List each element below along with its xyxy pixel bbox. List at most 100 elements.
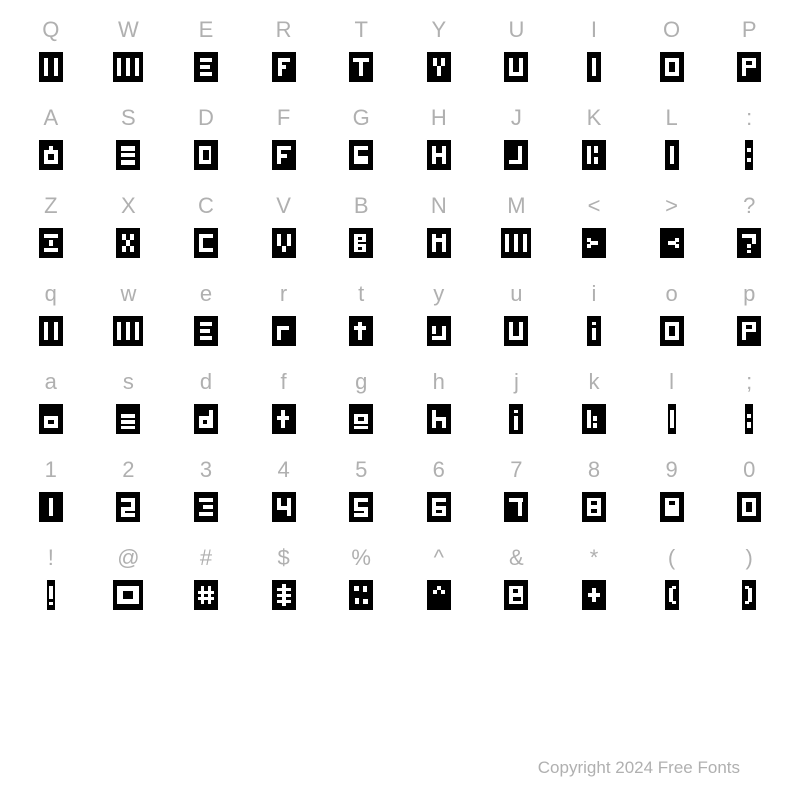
char-label: 2 [122,448,134,492]
charmap-cell: e [167,272,245,360]
glyph-a-low [39,404,63,434]
char-label: 5 [355,448,367,492]
charmap-cell: 6 [400,448,478,536]
charmap-cell: G [322,96,400,184]
charmap-cell: E [167,8,245,96]
charmap-cell: d [167,360,245,448]
char-label: s [123,360,134,404]
charmap-cell: 1 [12,448,90,536]
glyph-at [113,580,143,610]
char-label: e [200,272,212,316]
charmap-cell: K [555,96,633,184]
char-label: p [743,272,755,316]
glyph-d-shape [194,140,218,170]
charmap-cell: A [12,96,90,184]
char-label: o [665,272,677,316]
char-label: L [665,96,677,140]
charmap-cell: 9 [633,448,711,536]
charmap-cell: y [400,272,478,360]
charmap-cell: I [555,8,633,96]
glyph-two-bars [39,52,63,82]
char-label: 7 [510,448,522,492]
charmap-cell: $ [245,536,323,624]
charmap-cell [633,624,711,712]
glyph-u-shape [504,316,528,346]
charmap-cell: Z [12,184,90,272]
charmap-cell [478,624,556,712]
glyph-i-dot [587,316,601,346]
glyph-dollar [272,580,296,610]
char-label: u [510,272,522,316]
charmap-cell: h [400,360,478,448]
copyright-text: Copyright 2024 Free Fonts [538,758,740,778]
glyph-star [582,580,606,610]
char-label: 4 [277,448,289,492]
glyph-l-low [668,404,676,434]
char-label: E [199,8,214,52]
charmap-cell [90,624,168,712]
glyph-six [427,492,451,522]
glyph-y-low [427,316,451,346]
char-label: Z [44,184,57,228]
charmap-cell: a [12,360,90,448]
character-map-grid: QWERTYUIOPASDFGHJKL:ZXCVBNM<>?qwertyuiop… [0,0,800,712]
char-label: B [354,184,369,228]
charmap-cell: p [710,272,788,360]
glyph-a-shape [39,140,63,170]
glyph-lparen [665,580,679,610]
char-label: G [353,96,370,140]
charmap-cell: r [245,272,323,360]
glyph-d-low [194,404,218,434]
glyph-box-e [194,52,218,82]
char-label: i [592,272,597,316]
glyph-three [194,492,218,522]
glyph-t-shape [349,52,373,82]
charmap-cell: O [633,8,711,96]
charmap-cell: ( [633,536,711,624]
glyph-k-shape [582,140,606,170]
charmap-cell: C [167,184,245,272]
glyph-k-low [582,404,606,434]
char-label: ? [743,184,755,228]
char-label: g [355,360,367,404]
char-label: M [507,184,525,228]
char-label: & [509,536,524,580]
charmap-cell: 8 [555,448,633,536]
glyph-h-low [427,404,451,434]
glyph-g-shape [349,140,373,170]
char-label: 9 [665,448,677,492]
char-label: V [276,184,291,228]
glyph-bang [47,580,55,610]
glyph-semi [745,404,753,434]
char-label: : [746,96,752,140]
charmap-cell [245,624,323,712]
glyph-seven [504,492,528,522]
charmap-cell [710,624,788,712]
glyph-b-shape [349,228,373,258]
char-label: J [511,96,522,140]
char-label: H [431,96,447,140]
char-label: ; [746,360,752,404]
char-label: 0 [743,448,755,492]
charmap-cell: F [245,96,323,184]
glyph-five [349,492,373,522]
char-label: q [45,272,57,316]
glyph-eight [582,492,606,522]
charmap-cell: ^ [400,536,478,624]
glyph-n-shape [427,228,451,258]
char-label: w [120,272,136,316]
charmap-cell: Y [400,8,478,96]
charmap-cell: < [555,184,633,272]
glyph-box-e [194,316,218,346]
char-label: W [118,8,139,52]
glyph-lt [582,228,606,258]
charmap-cell: L [633,96,711,184]
glyph-three-bars [113,316,143,346]
glyph-z-shape [39,228,63,258]
charmap-cell: u [478,272,556,360]
char-label: K [587,96,602,140]
charmap-cell: o [633,272,711,360]
charmap-cell: k [555,360,633,448]
charmap-cell: ! [12,536,90,624]
glyph-i-bar [587,52,601,82]
